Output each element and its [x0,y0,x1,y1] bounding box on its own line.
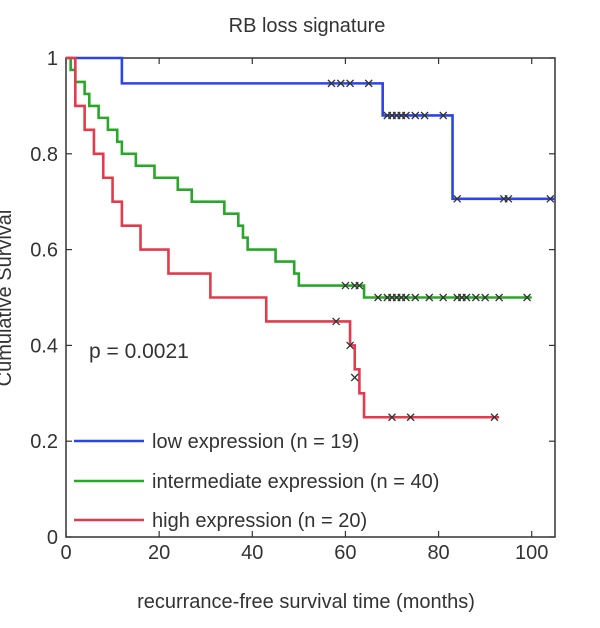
low-censor-mark [327,79,336,88]
y-tick-label: 0.4 [30,335,58,357]
intermediate-censor-mark [471,293,480,302]
low-expression-curve [66,56,555,201]
chart-title: RB loss signature [229,15,386,37]
x-axis-label: recurrance-free survival time (months) [137,591,475,613]
legend-label-intermediate: intermediate expression (n = 40) [152,471,439,493]
legend-label-low: low expression (n = 19) [152,431,359,453]
x-tick-label: 100 [515,542,548,564]
x-tick-label: 20 [148,542,170,564]
intermediate-expression-curve [66,56,532,299]
high-censor-mark [332,317,341,326]
intermediate-censor-mark [481,293,490,302]
intermediate-censor-mark [402,293,410,302]
intermediate-censor-mark [411,293,420,302]
intermediate-censor-mark [439,293,448,302]
y-tick-label: 1 [47,48,58,70]
y-tick-label: 0 [47,527,58,549]
legend-label-high: high expression (n = 20) [152,510,367,532]
low-censor-mark [364,79,373,88]
p-value-annotation: p = 0.0021 [89,340,189,363]
low-censor-mark [402,111,410,120]
x-tick-label: 0 [60,542,71,564]
legend: low expression (n = 19) intermediate expr… [74,431,439,532]
y-tick-label: 0.2 [30,431,58,453]
intermediate-censor-mark [341,281,350,290]
high-expression-curve [66,56,500,419]
intermediate-censor-mark [495,293,504,302]
low-censor-mark [336,79,345,88]
low-censor-mark [453,194,462,203]
low-censor-mark [411,111,420,120]
x-tick-label: 60 [334,542,356,564]
high-censor-mark [346,341,355,350]
high-censor-mark [490,413,499,422]
y-axis-label: Cumulative Survival [0,210,16,387]
intermediate-censor-mark [523,293,532,302]
intermediate-censor-mark [374,293,382,302]
intermediate-censor-mark [425,293,434,302]
plot-area: 0 20 40 60 80 100 0 0.2 0.4 0.6 0.8 1 [30,48,556,564]
y-tick-label: 0.8 [30,144,58,166]
x-tick-label: 80 [427,542,449,564]
high-censor-mark [406,413,415,422]
low-censor-mark [420,111,429,120]
high-censor-mark [350,373,359,382]
y-tick-label: 0.6 [30,240,58,262]
low-censor-mark [346,79,355,88]
intermediate-censor-mark [462,293,471,302]
low-censor-mark [439,111,448,120]
plot-frame [65,57,556,538]
x-tick-label: 40 [241,542,263,564]
low-censor-mark [546,194,555,203]
intermediate-censor-mark [355,281,364,290]
low-censor-mark [504,194,513,203]
high-censor-mark [388,413,396,422]
